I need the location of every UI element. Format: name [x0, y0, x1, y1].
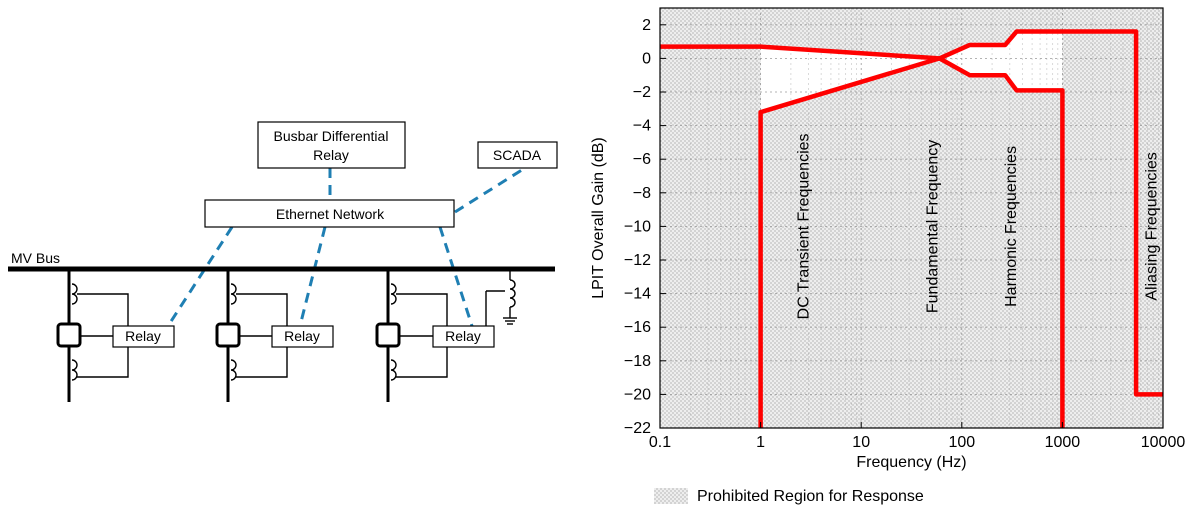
prohibited-region-inner	[760, 58, 1063, 429]
y-tick-label: −12	[624, 252, 651, 269]
y-tick-label: 0	[642, 50, 651, 67]
y-tick-label: −22	[624, 420, 651, 437]
protection-scheme-diagram: Busbar Differential Relay SCADA Ethernet…	[8, 121, 558, 402]
prohibited-region-layer	[660, 8, 1163, 429]
feeder-bay-2: Relay	[215, 269, 334, 402]
relay-label: Relay	[125, 328, 161, 344]
relay-box	[432, 325, 495, 348]
relay-label: Relay	[284, 328, 320, 344]
legend-label: Prohibited Region for Response	[697, 488, 924, 505]
x-tick-label: 1	[756, 434, 765, 451]
circuit-breaker-icon	[215, 322, 241, 348]
y-tick-label: −8	[633, 185, 651, 202]
frequency-response-chart: 0.1 1 10 100 1000 10000 2 0 −2 −4 −6 −8 −10 −12 −14 −1…	[590, 7, 1185, 505]
y-tick-label: −18	[624, 353, 651, 370]
busbar-differential-relay-box	[257, 121, 406, 169]
y-tick-label: −6	[633, 151, 651, 168]
lower-limit-line	[758, 56, 1065, 428]
plot-frame	[659, 7, 1164, 429]
y-tick-label: −10	[624, 218, 651, 235]
scada-box	[477, 141, 558, 169]
prohibited-region-aliasing	[1062, 31, 1163, 429]
relay-label: Relay	[445, 328, 481, 344]
grid-layer	[659, 8, 1164, 429]
legend-swatch	[654, 488, 688, 504]
current-transformer-icon	[230, 283, 237, 305]
feeder-bay-3: Relay	[375, 269, 517, 402]
current-transformer-icon	[230, 359, 237, 381]
busbar-relay-title: Busbar Differential	[274, 128, 389, 144]
relay-3-link	[438, 226, 474, 327]
x-axis-ticks: 0.1 1 10 100 1000 10000	[649, 422, 1185, 451]
y-axis-ticks: 2 0 −2 −4 −6 −8 −10 −12 −14 −16 −18 −20 −22	[624, 17, 666, 437]
chart-legend: Prohibited Region for Response	[654, 488, 924, 505]
current-transformer-icon	[71, 283, 78, 305]
limit-lines-layer	[660, 29, 1163, 428]
current-transformer-icon	[390, 359, 397, 381]
ethernet-network-box	[204, 199, 455, 228]
y-axis-label: LPIT Overall Gain (dB)	[590, 137, 607, 299]
voltage-transformer-icon	[509, 279, 516, 308]
ethernet-network-label: Ethernet Network	[276, 206, 385, 222]
y-tick-label: −4	[633, 118, 651, 135]
circuit-breaker-icon	[56, 322, 82, 348]
scada-label: SCADA	[493, 147, 542, 163]
mv-bus-label: MV Bus	[11, 250, 60, 266]
y-tick-label: −14	[624, 286, 651, 303]
y-tick-label: 2	[642, 17, 651, 34]
x-tick-label: 0.1	[649, 434, 671, 451]
band-label: Aliasing Frequencies	[1143, 152, 1160, 301]
allowed-band-left	[760, 46, 940, 113]
network-links	[166, 166, 526, 327]
x-tick-label: 1000	[1045, 434, 1081, 451]
band-label: DC Transient Frequencies	[795, 133, 812, 319]
y-tick-label: −16	[624, 319, 651, 336]
circuit-breaker-icon	[375, 322, 401, 348]
relay-box	[271, 325, 334, 348]
feeder-bay-1: Relay	[56, 269, 175, 402]
y-tick-label: −20	[624, 386, 651, 403]
x-tick-label: 10000	[1141, 434, 1186, 451]
band-label: Harmonic Frequencies	[1003, 146, 1020, 307]
x-tick-label: 100	[948, 434, 975, 451]
scada-link	[454, 166, 526, 214]
relay-1-link	[166, 226, 234, 327]
band-label: Fundamental Frequency	[925, 140, 942, 313]
x-tick-label: 10	[852, 434, 870, 451]
current-transformer-icon	[390, 283, 397, 305]
band-labels: DC Transient Frequencies Fundamental Freq…	[795, 133, 1160, 319]
current-transformer-icon	[71, 359, 78, 381]
upper-limit-line	[660, 29, 1163, 397]
relay-2-link	[298, 226, 327, 327]
x-axis-label: Frequency (Hz)	[856, 454, 966, 471]
busbar-relay-subtitle: Relay	[313, 147, 349, 163]
relay-box	[112, 325, 175, 348]
y-tick-label: −2	[633, 84, 651, 101]
